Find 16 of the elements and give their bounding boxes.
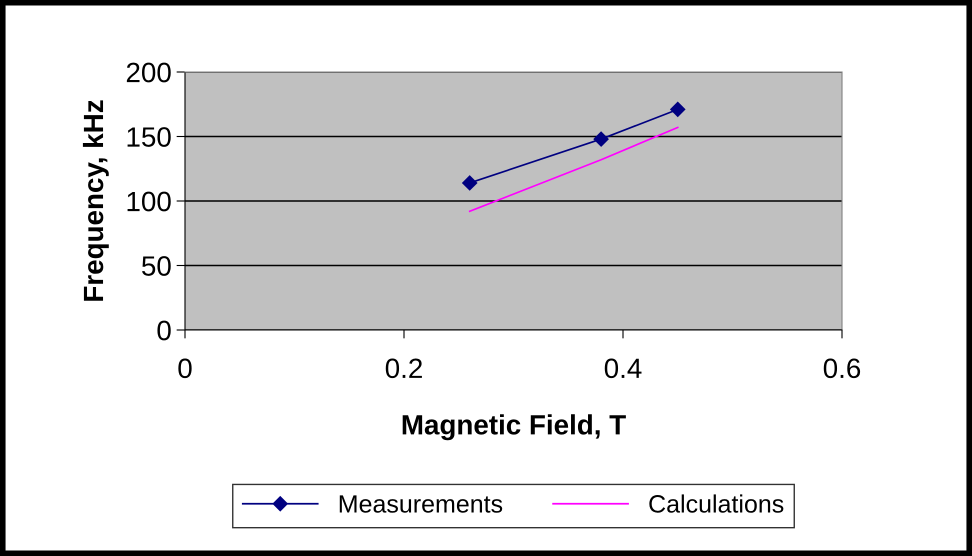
x-tick-label: 0.2 [386,358,422,378]
y-axis-title: Frequency, kHz [82,100,109,301]
y-tick-label: 100 [128,192,171,212]
y-tick-label: 150 [128,127,171,147]
y-tick-label: 50 [142,256,171,276]
x-tick-label: 0.4 [604,358,642,378]
x-axis-title: Magnetic Field, T [402,414,626,440]
legend-label: Calculations [649,494,784,513]
legend-label: Measurements [340,495,502,513]
x-tick-label: 0.6 [824,358,860,378]
point [462,175,478,191]
point [594,132,609,147]
y-tick-label: 0 [157,320,171,340]
x-tick-label: 0 [178,358,192,378]
point [670,102,686,117]
y-tick-label: 200 [126,62,171,82]
